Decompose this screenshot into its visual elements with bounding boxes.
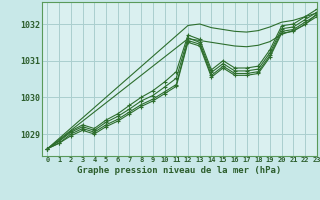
X-axis label: Graphe pression niveau de la mer (hPa): Graphe pression niveau de la mer (hPa): [77, 166, 281, 175]
